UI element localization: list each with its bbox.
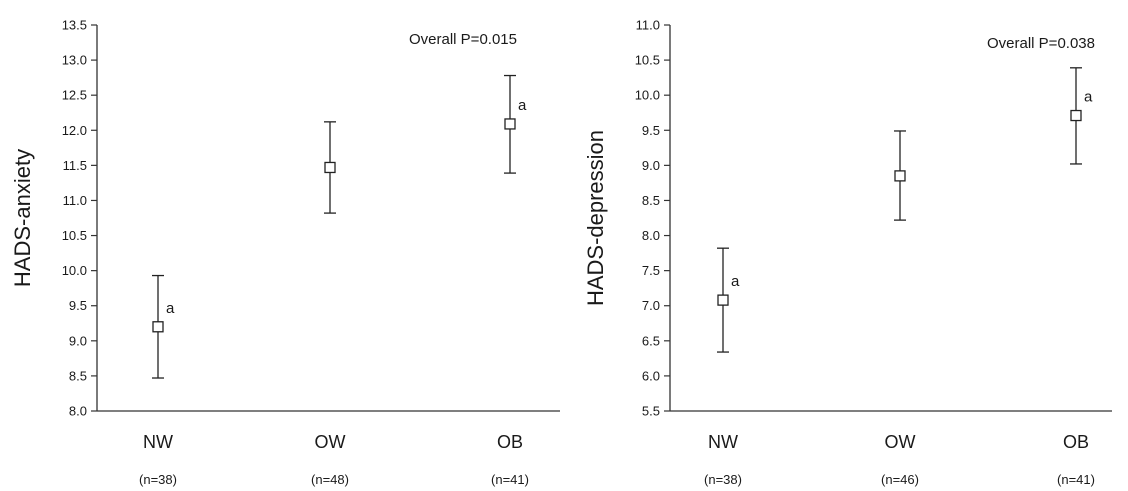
data-point-ob <box>504 118 516 130</box>
y-tick-label: 8.5 <box>69 368 87 383</box>
significance-marker: a <box>1084 89 1093 106</box>
y-tick-label: 8.0 <box>69 404 87 419</box>
y-tick-label: 6.5 <box>642 333 660 348</box>
y-tick-label: 7.5 <box>642 263 660 278</box>
y-tick-label: 6.0 <box>642 368 660 383</box>
chart-panel-2: 5.5 6.0 6.5 7.0 7.5 8.0 8.5 9.0 9.5 10.0 10.5 11.0 H… <box>583 18 1112 487</box>
y-tick-label: 13.5 <box>62 18 87 33</box>
y-tick-label: 9.0 <box>642 158 660 173</box>
x-category-label: OW <box>315 432 346 452</box>
y-tick-label: 11.0 <box>636 18 660 33</box>
data-point-nw <box>152 321 164 333</box>
y-tick-label: 10.0 <box>635 88 660 103</box>
y-tick-label: 10.5 <box>62 228 87 243</box>
y-tick-label: 12.5 <box>62 88 87 103</box>
y-tick-label: 9.0 <box>69 333 87 348</box>
overall-p-annotation: Overall P=0.038 <box>987 35 1095 52</box>
significance-marker: a <box>166 300 175 317</box>
y-axis-title: HADS-anxiety <box>10 149 35 287</box>
x-n-label: (n=46) <box>881 472 919 487</box>
significance-marker: a <box>518 97 527 114</box>
x-category-label: OB <box>1063 432 1089 452</box>
y-tick-label: 11.0 <box>63 193 87 208</box>
data-point-ow <box>324 161 336 174</box>
x-n-label: (n=38) <box>704 472 742 487</box>
data-point-nw <box>717 294 729 306</box>
x-n-label: (n=41) <box>491 472 529 487</box>
y-tick-label: 9.5 <box>642 123 660 138</box>
y-tick-label: 8.5 <box>642 193 660 208</box>
significance-marker: a <box>731 273 740 290</box>
x-n-label: (n=41) <box>1057 472 1095 487</box>
y-tick-label: 7.0 <box>642 298 660 313</box>
y-tick-label: 12.0 <box>62 123 87 138</box>
data-point-ow <box>894 170 906 182</box>
y-tick-label: 9.5 <box>69 298 87 313</box>
x-category-label: OW <box>885 432 916 452</box>
overall-p-annotation: Overall P=0.015 <box>409 31 517 48</box>
y-tick-label: 13.0 <box>62 53 87 68</box>
y-tick-label: 5.5 <box>642 404 660 419</box>
y-axis-title: HADS-depression <box>583 130 608 306</box>
x-category-label: NW <box>143 432 173 452</box>
y-tick-label: 8.0 <box>642 228 660 243</box>
x-category-label: NW <box>708 432 738 452</box>
x-n-label: (n=38) <box>139 472 177 487</box>
y-tick-label: 10.0 <box>62 263 87 278</box>
data-point-ob <box>1070 109 1082 122</box>
chart-panel-1: 8.0 8.5 9.0 9.5 10.0 10.5 11.0 11.5 12.0 12.5 13.0… <box>10 18 560 487</box>
y-tick-label: 11.5 <box>63 158 87 173</box>
x-category-label: OB <box>497 432 523 452</box>
x-n-label: (n=48) <box>311 472 349 487</box>
y-tick-label: 10.5 <box>635 53 660 68</box>
